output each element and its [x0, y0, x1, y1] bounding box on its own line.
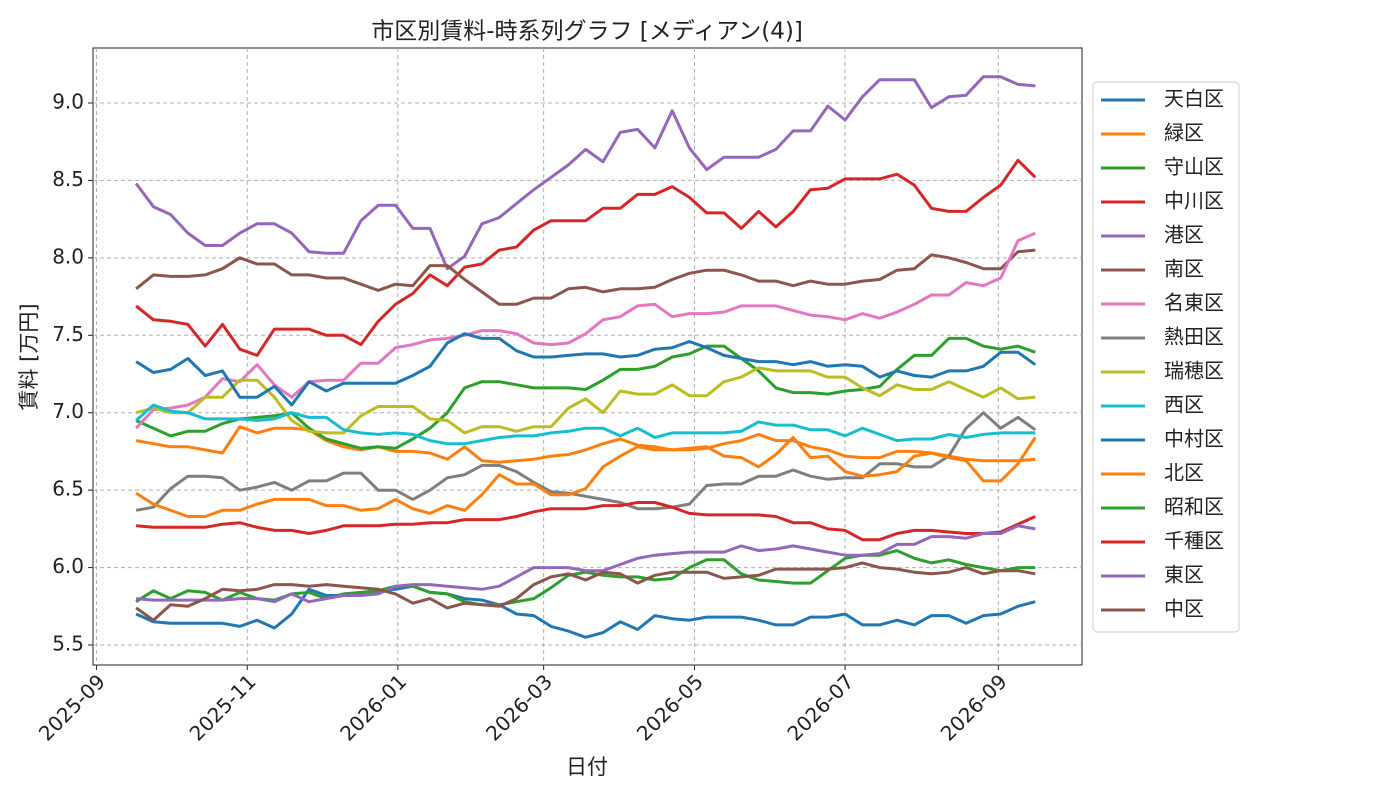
legend-label: 東区: [1164, 563, 1204, 587]
series-line: [135, 411, 1037, 512]
x-tick-label: 2026-05: [632, 669, 708, 745]
series-line: [135, 584, 1036, 639]
series-line: [135, 501, 1036, 542]
series-line: [135, 549, 1036, 607]
legend-box: [1092, 81, 1240, 633]
x-tick-label: 2026-07: [782, 669, 858, 745]
y-tick-label: 6.0: [52, 554, 84, 578]
legend-label: 中川区: [1164, 189, 1224, 213]
legend-label: 緑区: [1164, 121, 1204, 145]
legend-label: 港区: [1164, 223, 1204, 247]
x-axis-label: 日付: [566, 755, 608, 779]
series-line: [135, 403, 1036, 446]
x-tick-label: 2025-09: [34, 669, 110, 745]
y-tick-label: 9.0: [52, 89, 84, 113]
x-tick-label: 2026-01: [335, 669, 411, 745]
legend-label: 守山区: [1164, 155, 1224, 179]
chart-title: 市区別賃料-時系列グラフ [メディアン(4)]: [371, 19, 803, 45]
legend-label: 中区: [1164, 597, 1204, 621]
x-tick-label: 2025-11: [185, 669, 261, 745]
y-tick-label: 8.0: [52, 244, 84, 268]
legend-label: 中村区: [1164, 427, 1224, 451]
x-tick-label: 2026-09: [936, 669, 1012, 745]
series-line: [134, 75, 1036, 271]
legend-label: 名東区: [1164, 291, 1224, 315]
series-line: [135, 231, 1036, 430]
series-line: [135, 332, 1037, 407]
y-axis-label: 賃料 [万円]: [17, 303, 41, 410]
legend-label: 千種区: [1164, 529, 1224, 553]
legend-label: 北区: [1164, 461, 1204, 485]
legend-label: 天白区: [1164, 87, 1224, 111]
legend-label: 昭和区: [1164, 495, 1224, 519]
plot-frame: [92, 47, 1083, 666]
series-line: [135, 425, 1036, 464]
series-line: [135, 524, 1036, 604]
x-tick-label: 2026-03: [481, 669, 557, 745]
y-tick-label: 6.5: [52, 477, 84, 501]
series-line: [135, 436, 1037, 518]
y-tick-label: 7.0: [52, 399, 84, 423]
legend-label: 西区: [1164, 393, 1204, 417]
y-tick-label: 7.5: [52, 322, 84, 346]
series-line: [135, 366, 1036, 435]
series-line: [135, 561, 1036, 622]
legend-label: 熱田区: [1164, 325, 1224, 349]
y-tick-label: 5.5: [52, 632, 84, 656]
series-line: [135, 248, 1036, 306]
y-tick-label: 8.5: [52, 167, 84, 191]
legend-label: 南区: [1164, 257, 1204, 281]
series-line: [135, 158, 1037, 357]
legend-label: 瑞穂区: [1164, 359, 1224, 383]
